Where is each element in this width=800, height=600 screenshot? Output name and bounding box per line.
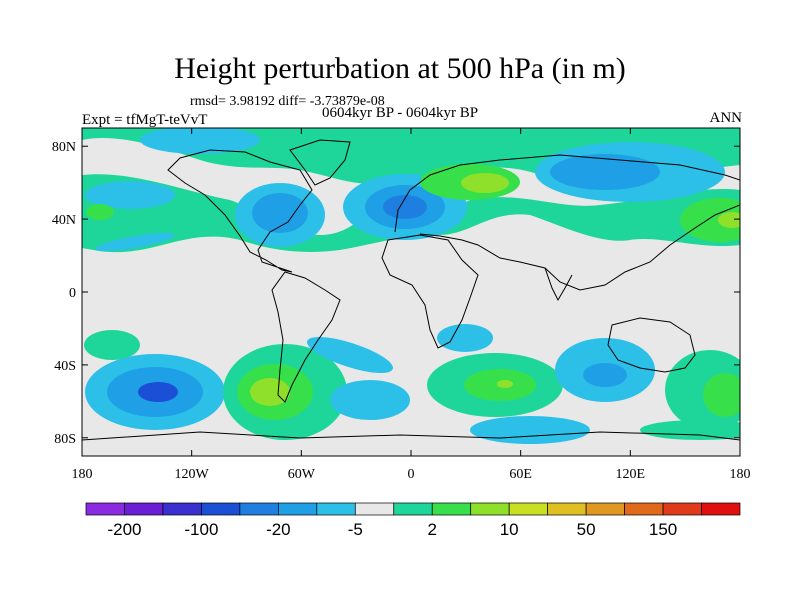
colorbar-label: -5 bbox=[348, 520, 363, 539]
coastline-north-america bbox=[167, 149, 313, 273]
lon-tick-label: 180 bbox=[72, 467, 93, 482]
lat-tick-label: 80N bbox=[52, 140, 76, 155]
longitude-axis: 180 120W 60W 0 60E 120E 180 bbox=[72, 128, 751, 482]
map-title: Height perturbation at 500 hPa (in m) bbox=[174, 52, 626, 85]
colorbar-swatch bbox=[662, 502, 702, 516]
lat-tick-label: 40S bbox=[54, 359, 76, 374]
colorbar-swatch bbox=[354, 502, 395, 516]
colorbar-swatch bbox=[124, 502, 164, 516]
colorbar-swatch bbox=[470, 502, 510, 516]
lon-tick-label: 180 bbox=[730, 467, 751, 482]
colorbar-swatch bbox=[85, 502, 125, 516]
coastline-eurasia bbox=[394, 154, 740, 291]
colorbar-swatch bbox=[585, 502, 625, 516]
colorbar-swatch bbox=[393, 502, 433, 516]
colorbar-swatch bbox=[508, 502, 548, 516]
colorbar-swatch bbox=[624, 502, 664, 516]
colorbar-label: 10 bbox=[500, 520, 519, 539]
lat-tick-label: 0 bbox=[69, 286, 76, 301]
colorbar-swatch bbox=[278, 502, 318, 516]
latitude-axis: 80N 40N 0 40S 80S bbox=[52, 140, 740, 447]
colorbar: -200 -100 -20 -5 2 10 50 150 bbox=[85, 502, 741, 539]
colorbar-swatch bbox=[547, 502, 587, 516]
experiment-label: Expt = tfMgT-teVvT bbox=[82, 112, 208, 128]
coastlines bbox=[82, 139, 740, 441]
coastline-south-america bbox=[271, 271, 341, 403]
coastline-africa bbox=[381, 234, 479, 349]
colorbar-label: -20 bbox=[266, 520, 291, 539]
coastline-greenland bbox=[289, 139, 351, 186]
lat-tick-label: 80S bbox=[54, 432, 76, 447]
lon-tick-label: 60W bbox=[288, 467, 316, 482]
colorbar-label: 50 bbox=[577, 520, 596, 539]
colorbar-label: 150 bbox=[649, 520, 677, 539]
coastline-india bbox=[544, 267, 573, 302]
map-panel bbox=[82, 128, 740, 456]
colorbar-swatch bbox=[316, 502, 356, 516]
contour-fields-south bbox=[84, 324, 740, 444]
colorbar-swatch bbox=[431, 502, 472, 516]
colorbar-label: -200 bbox=[107, 520, 141, 539]
lon-tick-label: 120E bbox=[616, 467, 646, 482]
colorbar-label: 2 bbox=[428, 520, 437, 539]
colorbar-swatch bbox=[162, 502, 202, 516]
lon-tick-label: 60E bbox=[509, 467, 532, 482]
period-label: 0604kyr BP - 0604kyr BP bbox=[322, 105, 479, 121]
colorbar-swatch bbox=[701, 502, 741, 516]
stats-text: rmsd= 3.98192 diff= -3.73879e-08 bbox=[190, 94, 385, 109]
colorbar-label: -100 bbox=[184, 520, 218, 539]
coastline-australia bbox=[607, 317, 696, 373]
season-label: ANN bbox=[709, 110, 743, 126]
colorbar-swatch bbox=[239, 502, 279, 516]
coastline-antarctica bbox=[82, 431, 740, 441]
colorbar-swatch bbox=[201, 502, 241, 516]
lat-tick-label: 40N bbox=[52, 213, 76, 228]
lon-tick-label: 0 bbox=[408, 467, 415, 482]
lon-tick-label: 120W bbox=[175, 467, 210, 482]
